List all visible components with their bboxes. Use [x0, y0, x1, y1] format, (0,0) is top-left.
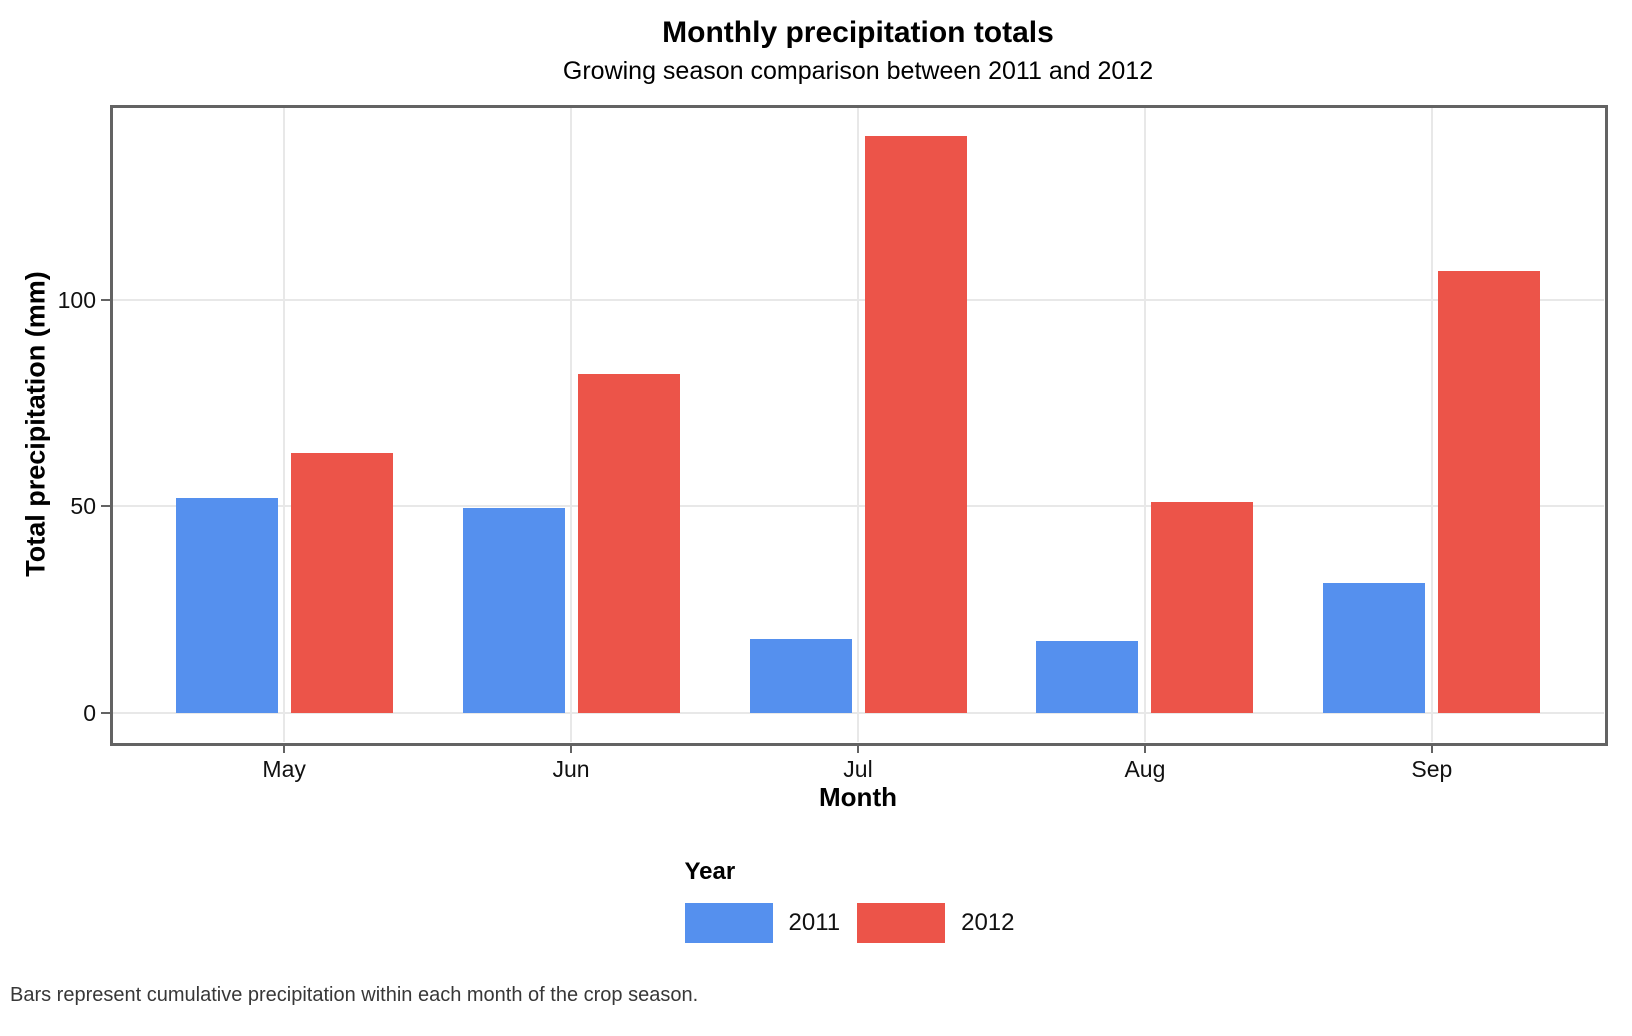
bar-2012-sep — [1438, 270, 1541, 713]
bar-2012-aug — [1151, 502, 1254, 713]
x-tick-label: Jun — [552, 756, 590, 782]
x-gridline — [1430, 107, 1433, 742]
x-axis-tick — [283, 744, 286, 753]
x-gridline — [283, 107, 286, 742]
plot-panel: 0 50 100 May Jun Jul Aug Sep — [58, 105, 1608, 782]
bar-2012-may — [290, 452, 393, 713]
x-axis-title: Month — [819, 782, 897, 812]
legend-swatch-2012 — [857, 903, 946, 943]
legend: Year 2011 2012 — [112, 858, 1604, 943]
x-tick-label: May — [262, 756, 306, 782]
x-gridline — [1143, 107, 1146, 742]
chart-title: Monthly precipitation totals — [662, 16, 1054, 49]
legend-item-2011: 2011 — [684, 903, 841, 943]
x-gridline — [570, 107, 573, 742]
x-axis-tick — [570, 744, 573, 753]
legend-label-2012: 2012 — [961, 909, 1015, 936]
legend-inner: Year 2011 2012 — [684, 858, 1032, 943]
x-axis-tick — [857, 744, 859, 753]
legend-title: Year — [684, 858, 736, 885]
bar-2011-jul — [749, 638, 852, 713]
y-axis-tick — [101, 298, 110, 301]
x-axis-tick — [1430, 744, 1433, 753]
x-axis-tick — [1143, 744, 1146, 753]
chart-caption: Bars represent cumulative precipitation … — [10, 984, 699, 1006]
bar-2011-aug — [1036, 640, 1139, 713]
bar-2011-may — [175, 498, 278, 713]
chart-subtitle: Growing season comparison between 2011 a… — [562, 57, 1154, 85]
legend-items: 2011 2012 — [684, 903, 1032, 943]
bar-2012-jun — [577, 373, 680, 713]
y-axis-tick — [101, 505, 110, 508]
x-tick-label: Aug — [1124, 756, 1166, 782]
x-tick-label: Jul — [843, 756, 873, 782]
legend-item-2012: 2012 — [857, 903, 1015, 943]
x-gridline — [857, 107, 859, 742]
x-tick-label: Sep — [1411, 756, 1453, 782]
y-axis-title: Total precipitation (mm) — [20, 271, 51, 577]
y-tick-label: 100 — [57, 286, 96, 313]
legend-label-2011: 2011 — [788, 909, 841, 936]
y-axis-tick — [101, 712, 110, 714]
bar-2011-sep — [1323, 582, 1426, 713]
bar-2012-jul — [864, 136, 967, 713]
bar-2011-jun — [462, 508, 565, 713]
y-tick-label: 50 — [70, 493, 96, 520]
legend-swatch-2011 — [684, 903, 773, 943]
y-tick-label: 0 — [83, 700, 96, 726]
